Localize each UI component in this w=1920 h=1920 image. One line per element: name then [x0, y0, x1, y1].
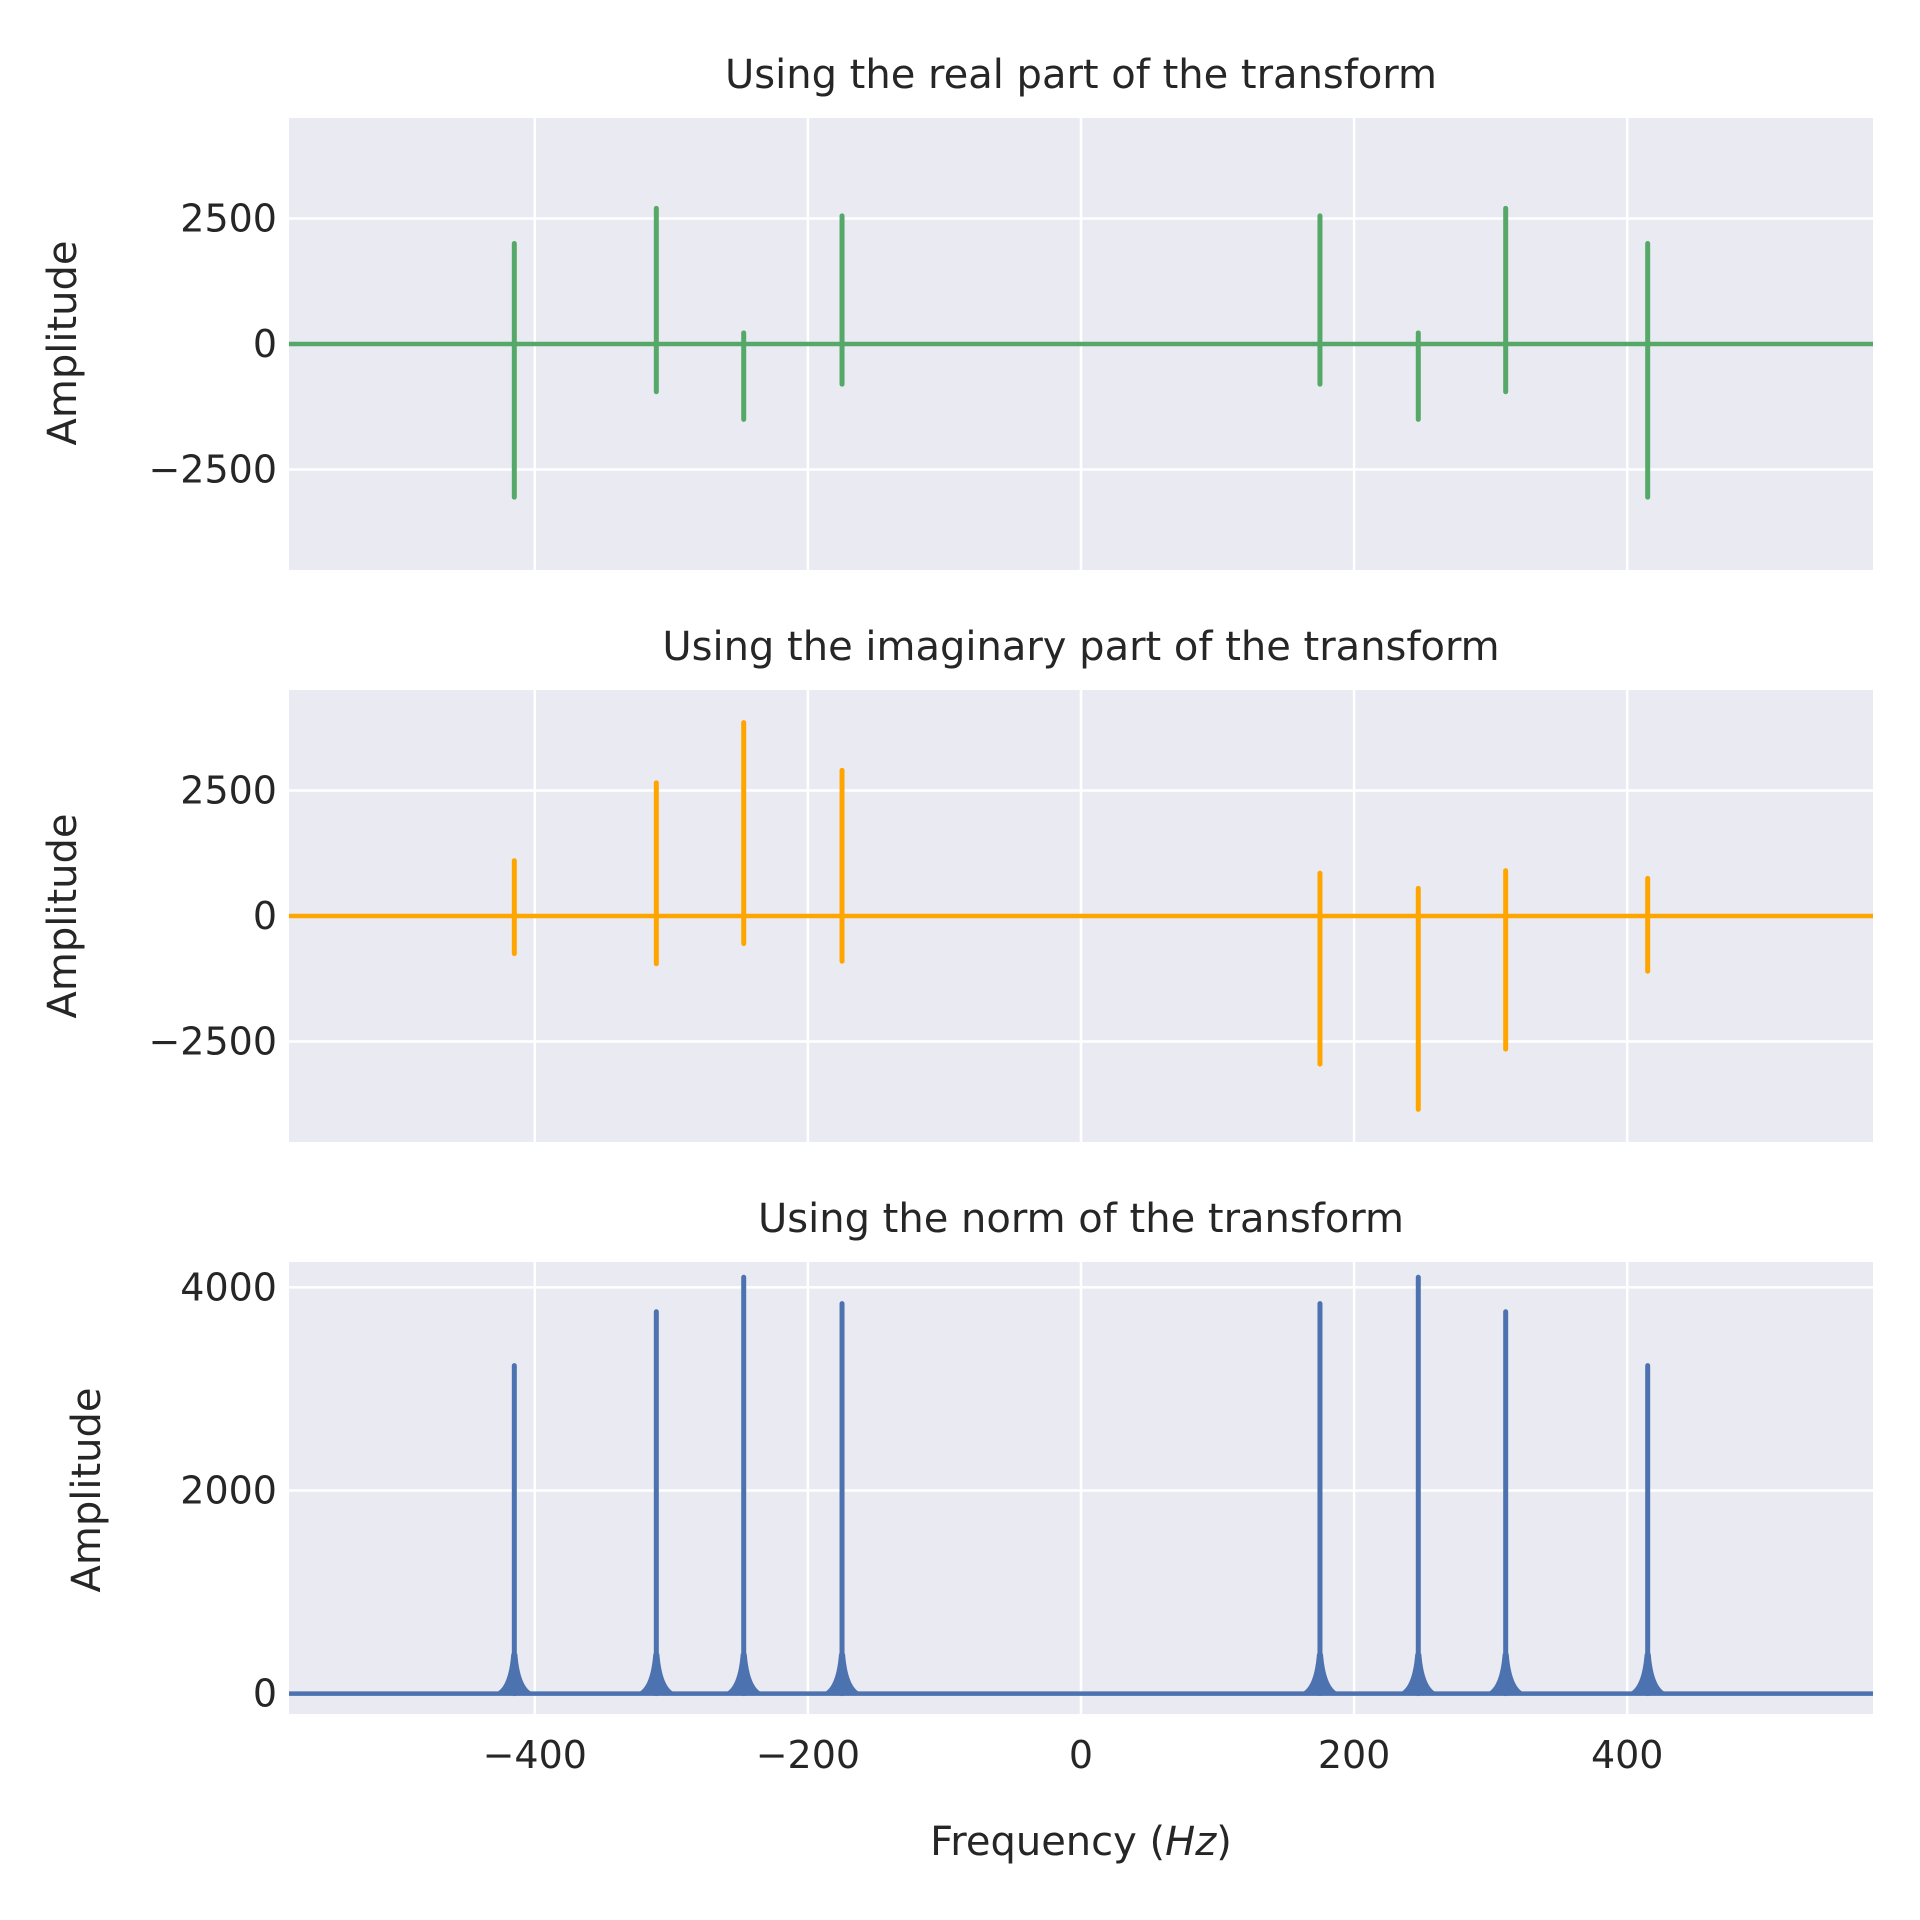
y-tick-label: −2500 [148, 1020, 277, 1064]
imaginary-part-panel: Using the imaginary part of the transfor… [40, 624, 1873, 1142]
panel-title: Using the imaginary part of the transfor… [662, 624, 1499, 670]
x-axis-label: Frequency (Hz) [930, 1819, 1232, 1865]
y-tick-label: 2000 [180, 1469, 277, 1513]
x-tick-label: −400 [483, 1733, 587, 1777]
y-axis-label: Amplitude [40, 814, 86, 1019]
x-tick-label: −200 [756, 1733, 860, 1777]
y-tick-label: 0 [253, 1672, 277, 1716]
y-tick-label: 4000 [180, 1265, 277, 1309]
x-tick-label: 400 [1591, 1733, 1664, 1777]
y-axis-label: Amplitude [64, 1388, 110, 1593]
real-part-panel: Using the real part of the transform Amp… [40, 52, 1873, 570]
x-tick-label: 200 [1318, 1733, 1391, 1777]
x-tick-label: 0 [1069, 1733, 1093, 1777]
panel-title: Using the real part of the transform [725, 52, 1437, 98]
y-tick-label: −2500 [148, 448, 277, 492]
y-tick-label: 2500 [180, 768, 277, 812]
panel-title: Using the norm of the transform [758, 1196, 1404, 1242]
y-tick-label: 0 [253, 322, 277, 366]
norm-panel: Using the norm of the transform Amplitud… [64, 1196, 1873, 1865]
y-axis-label: Amplitude [40, 241, 86, 446]
y-tick-label: 0 [253, 894, 277, 938]
y-tick-label: 2500 [180, 196, 277, 240]
